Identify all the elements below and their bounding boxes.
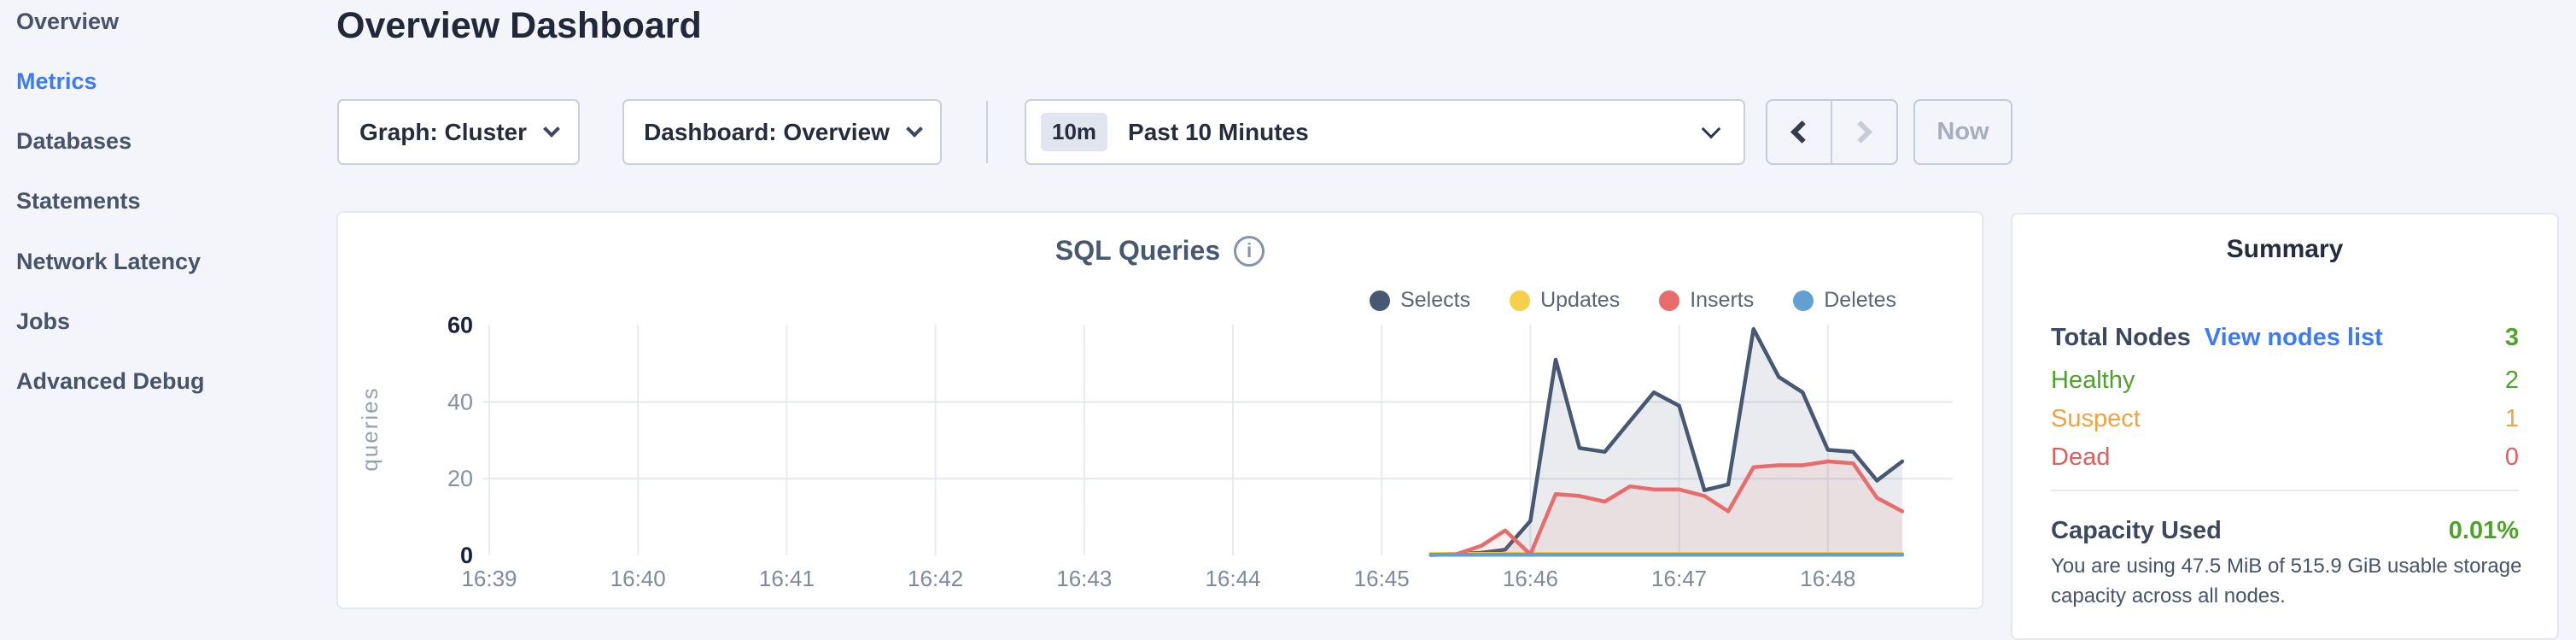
svg-text:16:43: 16:43 <box>1056 566 1112 591</box>
suspect-value: 1 <box>2504 404 2519 432</box>
svg-text:16:42: 16:42 <box>908 566 963 591</box>
sidebar-item-jobs[interactable]: Jobs <box>16 308 71 334</box>
sidebar-item-metrics[interactable]: Metrics <box>16 68 97 94</box>
legend-label: Updates <box>1540 288 1621 312</box>
sidebar: Overview Metrics Databases Statements Ne… <box>0 0 333 624</box>
deletes-dot-icon <box>1793 290 1814 311</box>
svg-text:queries: queries <box>357 386 383 471</box>
time-back-button[interactable] <box>1767 101 1832 163</box>
chart-legend: Selects Updates Inserts Deletes <box>1370 288 1896 313</box>
svg-text:40: 40 <box>447 389 473 414</box>
svg-text:60: 60 <box>447 313 473 338</box>
sidebar-item-network-latency[interactable]: Network Latency <box>16 248 202 274</box>
toolbar-divider <box>986 101 988 163</box>
dashboard-label: Dashboard: Overview <box>644 118 890 145</box>
inserts-dot-icon <box>1659 290 1680 311</box>
capacity-used-label: Capacity Used <box>2051 516 2222 544</box>
svg-text:16:47: 16:47 <box>1651 566 1707 591</box>
info-icon[interactable]: i <box>1234 235 1265 267</box>
total-nodes-row: Total Nodes View nodes list 3 <box>2051 322 2519 353</box>
svg-text:20: 20 <box>447 466 473 491</box>
graph-scope-label: Graph: Cluster <box>359 118 528 145</box>
now-button[interactable]: Now <box>1913 99 2012 165</box>
chevron-right-icon <box>1849 120 1872 144</box>
suspect-label: Suspect <box>2051 404 2141 432</box>
summary-title: Summary <box>2226 235 2344 263</box>
sql-queries-chart-card: 16:39 16:40 16:41 16:42 16:43 16:44 16:45 16:46… <box>336 211 1983 609</box>
view-nodes-list-link[interactable]: View nodes list <box>2204 323 2383 351</box>
capacity-description: You are using 47.5 MiB of 515.9 GiB usab… <box>2051 555 2522 608</box>
capacity-used-value: 0.01% <box>2448 516 2519 544</box>
svg-text:16:45: 16:45 <box>1354 566 1410 591</box>
total-nodes-value: 3 <box>2504 323 2519 351</box>
svg-text:16:39: 16:39 <box>461 566 517 591</box>
chevron-down-icon <box>543 120 560 138</box>
sidebar-item-advanced-debug[interactable]: Advanced Debug <box>16 367 205 394</box>
total-nodes-label: Total Nodes <box>2051 323 2191 351</box>
selects-dot-icon <box>1370 290 1391 311</box>
healthy-label: Healthy <box>2051 366 2135 394</box>
legend-item-updates[interactable]: Updates <box>1510 288 1620 313</box>
time-forward-button[interactable] <box>1832 101 1897 163</box>
chart-title: SQL Queries <box>1054 235 1221 266</box>
sidebar-item-databases[interactable]: Databases <box>16 127 132 154</box>
chevron-down-icon <box>906 120 923 138</box>
time-window-arrows <box>1766 99 1898 165</box>
svg-text:16:48: 16:48 <box>1800 566 1855 591</box>
capacity-row: Capacity Used 0.01% <box>2051 515 2519 546</box>
legend-item-inserts[interactable]: Inserts <box>1659 288 1754 313</box>
time-range-label: Past 10 Minutes <box>1128 118 1309 145</box>
dashboard-dropdown[interactable]: Dashboard: Overview <box>622 99 942 165</box>
dead-row: Dead 0 <box>2051 442 2519 473</box>
svg-text:16:46: 16:46 <box>1503 566 1558 591</box>
suspect-row: Suspect 1 <box>2051 403 2519 434</box>
dead-label: Dead <box>2051 443 2111 471</box>
svg-text:16:44: 16:44 <box>1205 566 1260 591</box>
sidebar-item-statements[interactable]: Statements <box>16 187 141 214</box>
summary-divider <box>2051 490 2519 491</box>
legend-item-deletes[interactable]: Deletes <box>1793 288 1896 313</box>
chevron-left-icon <box>1790 120 1814 144</box>
legend-label: Inserts <box>1690 288 1755 312</box>
updates-dot-icon <box>1510 290 1531 311</box>
legend-label: Selects <box>1400 288 1471 312</box>
healthy-value: 2 <box>2504 366 2519 394</box>
sidebar-item-overview[interactable]: Overview <box>16 8 120 34</box>
svg-text:16:41: 16:41 <box>759 566 815 591</box>
summary-panel: Summary Total Nodes View nodes list 3 He… <box>2011 213 2559 640</box>
time-range-badge: 10m <box>1041 113 1108 151</box>
graph-scope-dropdown[interactable]: Graph: Cluster <box>337 99 580 165</box>
legend-item-selects[interactable]: Selects <box>1370 288 1470 313</box>
sql-queries-chart[interactable]: 16:39 16:40 16:41 16:42 16:43 16:44 16:45 16:46… <box>338 213 1982 608</box>
svg-text:0: 0 <box>460 543 473 568</box>
time-range-dropdown[interactable]: 10m Past 10 Minutes <box>1025 99 1745 165</box>
page-title: Overview Dashboard <box>336 5 702 46</box>
svg-text:16:40: 16:40 <box>610 566 666 591</box>
chevron-down-icon <box>1701 119 1721 138</box>
healthy-row: Healthy 2 <box>2051 365 2519 396</box>
legend-label: Deletes <box>1824 288 1896 312</box>
dead-value: 0 <box>2504 443 2519 471</box>
